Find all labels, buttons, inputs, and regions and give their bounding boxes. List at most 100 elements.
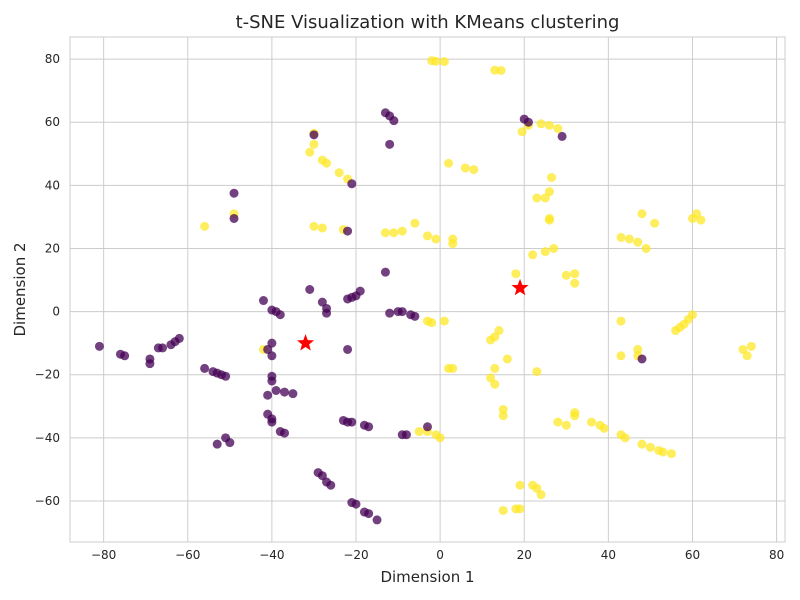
data-point-cluster-0 bbox=[212, 439, 222, 449]
data-point-cluster-0 bbox=[397, 307, 407, 317]
data-point-cluster-0 bbox=[364, 422, 374, 432]
data-point-cluster-1 bbox=[544, 187, 554, 197]
x-tick-label: −40 bbox=[259, 548, 284, 562]
data-point-cluster-0 bbox=[145, 359, 155, 369]
data-point-cluster-0 bbox=[267, 376, 277, 386]
data-point-cluster-1 bbox=[515, 504, 525, 514]
x-tick-label: 80 bbox=[769, 548, 784, 562]
data-point-cluster-1 bbox=[549, 243, 559, 253]
data-point-cluster-1 bbox=[616, 351, 626, 361]
data-point-cluster-1 bbox=[486, 373, 496, 383]
data-point-cluster-1 bbox=[570, 269, 580, 279]
data-point-cluster-0 bbox=[343, 344, 353, 354]
data-point-cluster-1 bbox=[738, 344, 748, 354]
data-point-cluster-1 bbox=[435, 433, 445, 443]
data-point-cluster-0 bbox=[221, 371, 231, 381]
data-point-cluster-1 bbox=[561, 270, 571, 280]
data-point-cluster-1 bbox=[515, 480, 525, 490]
y-tick-label: 40 bbox=[45, 178, 60, 192]
x-tick-label: −80 bbox=[91, 548, 116, 562]
data-point-cluster-1 bbox=[431, 56, 441, 66]
data-point-cluster-1 bbox=[322, 158, 332, 168]
data-point-cluster-1 bbox=[317, 223, 327, 233]
data-point-cluster-0 bbox=[267, 417, 277, 427]
data-point-cluster-0 bbox=[389, 116, 399, 126]
x-axis-label: Dimension 1 bbox=[380, 568, 474, 586]
data-point-cluster-1 bbox=[570, 278, 580, 288]
data-point-cluster-0 bbox=[326, 480, 336, 490]
data-point-cluster-0 bbox=[271, 386, 281, 395]
data-point-cluster-1 bbox=[587, 417, 597, 427]
data-point-cluster-0 bbox=[280, 387, 289, 397]
x-tick-label: −20 bbox=[343, 548, 368, 562]
data-point-cluster-1 bbox=[616, 316, 626, 326]
data-point-cluster-1 bbox=[431, 234, 441, 244]
data-point-cluster-1 bbox=[544, 120, 554, 130]
data-point-cluster-0 bbox=[280, 428, 289, 438]
data-point-cluster-1 bbox=[309, 139, 319, 149]
data-point-cluster-0 bbox=[258, 296, 268, 306]
data-point-cluster-1 bbox=[599, 423, 609, 433]
x-tick-label: 40 bbox=[601, 548, 616, 562]
data-point-cluster-1 bbox=[498, 505, 508, 515]
data-point-cluster-1 bbox=[496, 65, 506, 75]
data-point-cluster-0 bbox=[229, 188, 239, 198]
data-point-cluster-0 bbox=[372, 515, 382, 525]
data-point-cluster-0 bbox=[267, 351, 277, 361]
data-point-cluster-1 bbox=[380, 228, 390, 238]
y-tick-label: 80 bbox=[45, 52, 60, 66]
data-point-cluster-0 bbox=[200, 363, 210, 373]
data-point-cluster-0 bbox=[347, 179, 357, 189]
data-point-cluster-1 bbox=[423, 231, 432, 241]
centroid-star-marker bbox=[296, 334, 315, 351]
data-point-cluster-1 bbox=[410, 218, 420, 228]
data-point-cluster-0 bbox=[263, 344, 273, 354]
data-point-cluster-1 bbox=[305, 147, 315, 157]
data-point-cluster-1 bbox=[517, 127, 527, 137]
data-point-cluster-0 bbox=[523, 117, 533, 127]
data-point-cluster-1 bbox=[309, 221, 319, 231]
data-point-cluster-1 bbox=[532, 367, 542, 377]
data-point-cluster-1 bbox=[570, 408, 580, 418]
data-point-cluster-1 bbox=[498, 411, 508, 421]
data-point-cluster-1 bbox=[633, 237, 643, 247]
data-point-cluster-0 bbox=[94, 341, 104, 351]
data-point-cluster-0 bbox=[410, 311, 420, 321]
x-tick-label: 60 bbox=[685, 548, 700, 562]
data-point-cluster-1 bbox=[553, 124, 563, 134]
data-point-cluster-1 bbox=[511, 269, 521, 279]
y-tick-label: −60 bbox=[35, 494, 60, 508]
data-point-cluster-1 bbox=[637, 209, 647, 219]
data-point-cluster-0 bbox=[385, 139, 395, 149]
data-point-cluster-0 bbox=[351, 499, 361, 509]
y-tick-label: 20 bbox=[45, 241, 60, 255]
data-point-cluster-1 bbox=[389, 228, 399, 238]
data-point-cluster-1 bbox=[696, 215, 706, 225]
data-point-cluster-0 bbox=[309, 130, 319, 140]
plot-area bbox=[69, 36, 786, 543]
data-point-cluster-1 bbox=[540, 247, 550, 257]
data-point-cluster-1 bbox=[742, 351, 752, 361]
x-tick-label: −60 bbox=[175, 548, 200, 562]
y-tick-label: −40 bbox=[35, 431, 60, 445]
data-point-cluster-1 bbox=[439, 316, 449, 326]
data-point-cluster-0 bbox=[322, 308, 332, 318]
y-tick-label: 0 bbox=[52, 305, 60, 319]
data-point-cluster-1 bbox=[427, 318, 437, 328]
data-point-cluster-1 bbox=[334, 168, 344, 178]
x-tick-label: 20 bbox=[517, 548, 532, 562]
data-point-cluster-1 bbox=[645, 442, 655, 452]
data-point-cluster-0 bbox=[380, 267, 390, 277]
data-point-cluster-1 bbox=[397, 226, 407, 236]
data-point-cluster-1 bbox=[624, 234, 634, 244]
data-point-cluster-0 bbox=[557, 131, 567, 141]
y-tick-label: −20 bbox=[35, 368, 60, 382]
chart-title: t-SNE Visualization with KMeans clusteri… bbox=[236, 12, 620, 33]
data-point-cluster-1 bbox=[561, 420, 571, 430]
data-point-cluster-1 bbox=[547, 172, 557, 182]
data-point-cluster-0 bbox=[423, 422, 432, 432]
data-point-cluster-0 bbox=[174, 333, 184, 343]
data-point-cluster-1 bbox=[540, 193, 550, 203]
data-point-cluster-0 bbox=[267, 338, 277, 348]
